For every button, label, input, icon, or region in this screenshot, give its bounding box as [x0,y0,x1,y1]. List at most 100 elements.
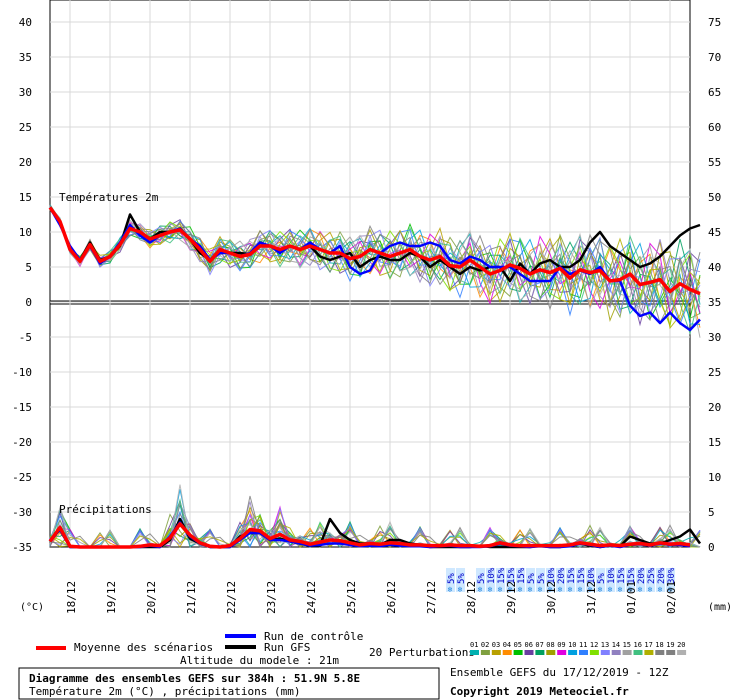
right-tick-label: 50 [708,191,721,204]
snow-cell [626,568,635,592]
left-tick-label: 20 [19,156,32,169]
left-tick-label: -10 [12,366,32,379]
snow-cell [656,568,665,592]
snow-probability-label: 25% [647,567,657,584]
snow-cell [506,568,515,592]
perturbation-swatch [677,650,687,655]
gfs-temp-line [48,206,701,283]
snowflake-icon: ❄ [668,585,673,594]
left-tick-label: 15 [19,191,32,204]
snow-probability-label: 5% [537,573,547,584]
snow-cell [636,568,645,592]
snowflake-icon: ❄ [568,585,573,594]
snow-probability-label: 15% [567,567,577,584]
x-date-label: 28/12 [465,581,478,614]
left-tick-label: 0 [25,296,32,309]
perturbation-number: 13 [601,641,609,649]
snow-probability-label: 5% [527,573,537,584]
title-box [18,667,440,700]
perturbation-number: 18 [655,641,663,649]
snow-cell [596,568,605,592]
perturbation-swatch [655,650,665,655]
right-tick-label: 40 [708,261,721,274]
perturbation-swatch [535,650,545,655]
chart-title: Diagramme des ensembles GEFS sur 384h : … [29,672,360,685]
snow-cell [586,568,595,592]
snowflake-icon: ❄ [618,585,623,594]
snow-cell [456,568,465,592]
snow-probability-label: 5% [477,573,487,584]
perturbation-swatch [611,650,621,655]
x-date-label: 29/12 [505,581,518,614]
legend-control-label: Run de contrôle [264,630,363,643]
chart-subtitle: Température 2m (°C) , précipitations (mm… [29,685,301,698]
right-tick-label: 35 [708,296,721,309]
snowflake-icon: ❄ [658,585,663,594]
right-tick-label: 60 [708,121,721,134]
perturbation-number: 07 [535,641,543,649]
perturbation-swatch [666,650,676,655]
snow-cell [536,568,545,592]
perturbation-swatch [622,650,632,655]
perturbation-swatch [589,650,599,655]
snowflake-icon: ❄ [638,585,643,594]
run-label: Ensemble GEFS du 17/12/2019 - 12Z [450,666,669,679]
snowflake-icon: ❄ [578,585,583,594]
perturbation-number: 03 [492,641,500,649]
left-tick-label: 35 [19,51,32,64]
precip-section-label: Précipitations [59,503,152,516]
x-date-label: 22/12 [225,581,238,614]
mean-temp-line [48,206,701,296]
right-tick-label: 45 [708,226,721,239]
perturbation-temp-line [49,205,701,315]
x-date-label: 01/01 [625,581,638,614]
perturbation-number: 16 [634,641,642,649]
perturbation-number: 14 [612,641,620,649]
snow-probability-label: 5% [457,573,467,584]
perturbation-number: 01 [470,641,478,649]
snowflake-icon: ❄ [478,585,483,594]
perturbation-number: 20 [677,641,685,649]
snowflake-icon: ❄ [588,585,593,594]
perturbation-number: 06 [525,641,533,649]
perturbation-swatch [513,650,523,655]
perturbation-number: 15 [623,641,631,649]
axes: 4035302520151050-5-10-15-20-25-30-357570… [12,16,721,614]
left-tick-label: 25 [19,121,32,134]
snowflake-icon: ❄ [508,585,513,594]
x-date-label: 20/12 [145,581,158,614]
x-date-label: 24/12 [305,581,318,614]
x-date-label: 18/12 [65,581,78,614]
control-temp-line [48,206,701,332]
perturbation-number: 05 [514,641,522,649]
snowflake-icon: ❄ [548,585,553,594]
right-tick-label: 5 [708,506,715,519]
perturbation-swatch [600,650,610,655]
snowflake-icon: ❄ [628,585,633,594]
perturbation-number: 12 [590,641,598,649]
snow-probability-label: 20% [637,567,647,584]
snow-cell [666,568,675,592]
snow-cell [616,568,625,592]
perturbation-swatch [470,650,479,655]
snow-probability-label: 10% [607,567,617,584]
left-tick-label: 30 [19,86,32,99]
snowflake-icon: ❄ [558,585,563,594]
x-date-label: 26/12 [385,581,398,614]
snow-probability-label: 10% [587,567,597,584]
perturbation-swatch [644,650,654,655]
snow-probability-label: 15% [517,567,527,584]
left-tick-label: -25 [12,471,32,484]
perturbation-swatch [579,650,588,655]
perturbation-swatch [524,650,534,655]
snow-probability-label: 20% [557,567,567,584]
mean-precip-line [48,522,691,549]
right-tick-label: 75 [708,16,721,29]
x-date-label: 19/12 [105,581,118,614]
snowflake-icon: ❄ [598,585,603,594]
snow-cell [446,568,455,592]
altitude-label: Altitude du modele : 21m [180,654,339,667]
perturbation-number: 08 [546,641,554,649]
snowflake-icon: ❄ [498,585,503,594]
snowflake-icon: ❄ [528,585,533,594]
